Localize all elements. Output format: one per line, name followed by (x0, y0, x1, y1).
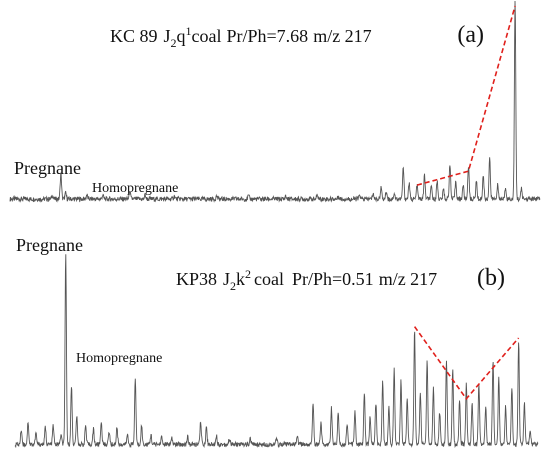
panel-b-lithology: coal (254, 269, 284, 289)
panel-b-formation-sub: 2 (230, 279, 236, 293)
panel-a-formation-letter: q (177, 26, 186, 46)
panel-a-formation-sub: 2 (171, 36, 177, 50)
panel-a-formation: J (164, 26, 171, 46)
panel-b-formation-letter: k (236, 269, 245, 289)
panel-a-ion: m/z 217 (313, 26, 372, 46)
panel-b-ion: m/z 217 (379, 269, 438, 289)
panel-a: KC 89 J2q1coal Pr/Ph=7.68 m/z 217 (a) Pregn… (9, 1, 541, 203)
panel-a-letter: (a) (457, 22, 484, 48)
panel-b-homopregnane-label: Homopregnane (76, 351, 162, 366)
panel-a-pregnane-label: Pregnane (14, 158, 81, 178)
panel-a-ratio: Pr/Ph=7.68 (227, 26, 309, 46)
panel-b-trace (14, 254, 539, 449)
panel-b-letter: (b) (477, 265, 505, 291)
panel-b-trend-line (413, 326, 520, 401)
panel-a-lithology: coal (192, 26, 222, 46)
panel-a-sample: KC 89 (110, 26, 158, 46)
panel-a-formation-sup: 1 (186, 24, 192, 38)
panel-a-title: KC 89 J2q1coal Pr/Ph=7.68 m/z 217 (110, 24, 372, 50)
panel-b: Pregnane KP38 J2k2 coal Pr/Ph=0.51 m/z 217 (… (14, 235, 539, 449)
panel-b-formation-sup: 2 (245, 267, 251, 281)
panel-b-pregnane-label: Pregnane (16, 235, 83, 255)
panel-a-trend-line (416, 5, 516, 186)
panel-b-sample: KP38 (176, 269, 217, 289)
panel-b-formation: J (223, 269, 230, 289)
panel-a-homopregnane-label: Homopregnane (92, 181, 178, 196)
panel-a-trace (9, 1, 541, 203)
panel-b-ratio: Pr/Ph=0.51 (292, 269, 374, 289)
panel-b-title: KP38 J2k2 coal Pr/Ph=0.51 m/z 217 (176, 267, 437, 293)
